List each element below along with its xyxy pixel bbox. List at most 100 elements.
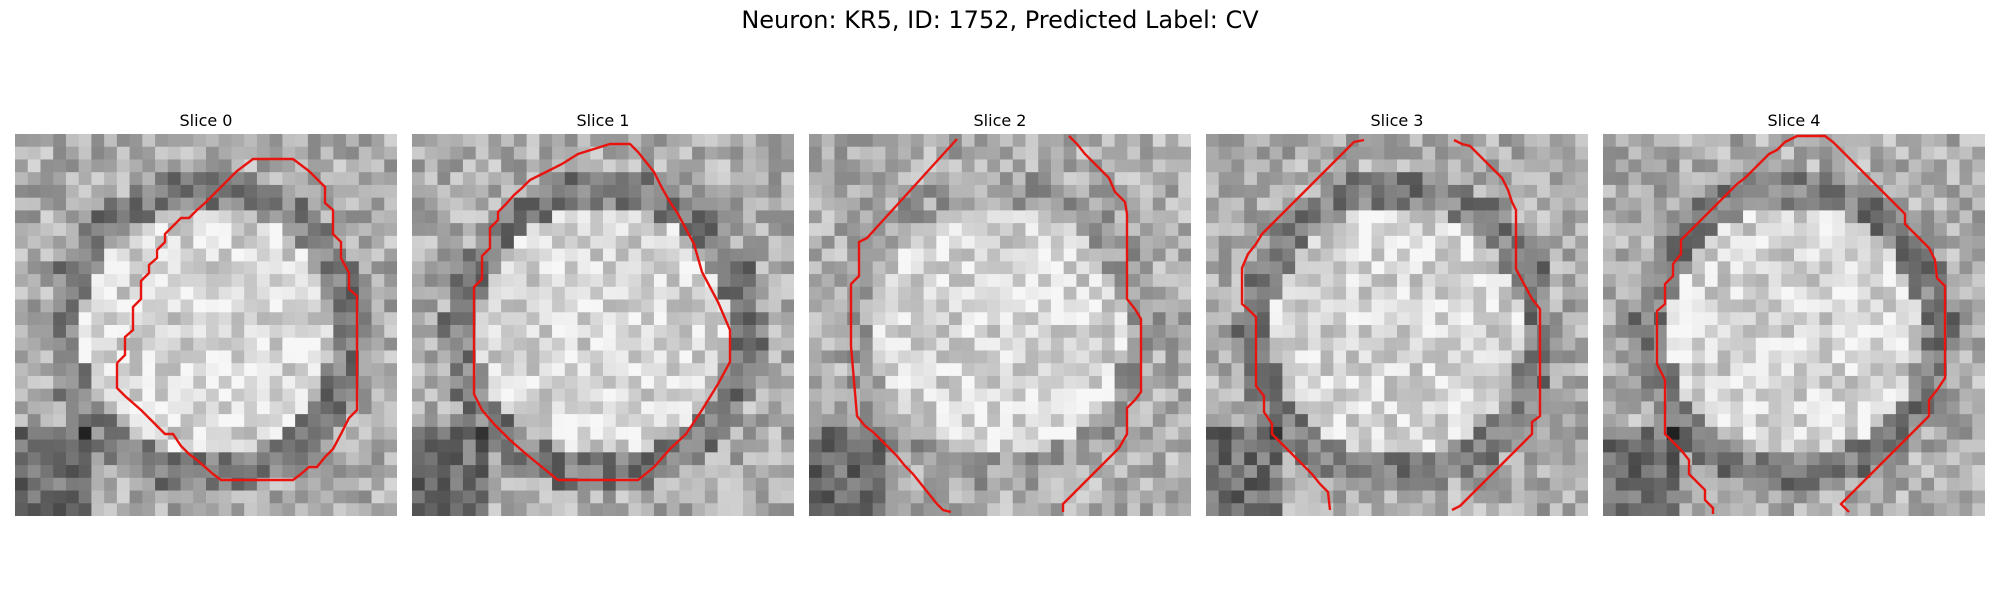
- image-pixel: [603, 274, 617, 288]
- image-pixel: [40, 210, 54, 224]
- image-pixel: [1819, 261, 1833, 275]
- image-pixel: [218, 223, 233, 237]
- image-pixel: [104, 363, 118, 377]
- image-pixel: [501, 452, 515, 466]
- image-pixel: [1870, 312, 1884, 326]
- image-pixel: [1794, 337, 1808, 352]
- image-pixel: [859, 477, 874, 492]
- image-pixel: [1269, 286, 1283, 301]
- image-pixel: [1244, 274, 1258, 288]
- image-pixel: [1819, 299, 1833, 313]
- image-pixel: [1934, 426, 1948, 441]
- image-pixel: [218, 299, 233, 313]
- image-pixel: [1422, 375, 1436, 390]
- image-pixel: [1895, 465, 1910, 479]
- image-pixel: [1038, 363, 1052, 377]
- image-pixel: [590, 184, 604, 199]
- image-pixel: [307, 325, 322, 339]
- image-pixel: [142, 248, 156, 262]
- image-pixel: [1063, 286, 1077, 301]
- image-pixel: [961, 197, 976, 211]
- image-pixel: [1358, 172, 1373, 186]
- image-pixel: [590, 172, 604, 186]
- image-pixel: [358, 312, 373, 326]
- image-pixel: [295, 172, 309, 186]
- image-pixel: [40, 312, 54, 326]
- image-pixel: [1895, 274, 1910, 288]
- image-pixel: [692, 452, 706, 466]
- image-pixel: [180, 184, 194, 199]
- image-pixel: [847, 477, 861, 492]
- image-pixel: [1628, 414, 1642, 428]
- image-pixel: [1730, 134, 1744, 148]
- image-pixel: [755, 172, 770, 186]
- image-pixel: [1473, 299, 1487, 313]
- image-pixel: [1768, 134, 1782, 148]
- image-pixel: [475, 503, 489, 516]
- image-pixel: [1231, 223, 1245, 237]
- image-pixel: [1063, 134, 1077, 148]
- image-pixel: [1549, 197, 1564, 211]
- image-pixel: [552, 388, 566, 402]
- image-pixel: [1946, 401, 1961, 415]
- image-pixel: [1358, 439, 1373, 453]
- image-pixel: [704, 439, 719, 453]
- image-pixel: [1165, 363, 1179, 377]
- image-pixel: [1346, 401, 1360, 415]
- image-pixel: [1140, 477, 1154, 492]
- image-pixel: [552, 146, 566, 161]
- image-pixel: [1717, 490, 1731, 504]
- image-pixel: [78, 337, 92, 352]
- image-pixel: [333, 363, 347, 377]
- image-pixel: [424, 274, 439, 288]
- image-pixel: [1140, 261, 1154, 275]
- image-pixel: [1101, 248, 1116, 262]
- image-pixel: [1679, 159, 1693, 173]
- image-pixel: [1076, 426, 1090, 441]
- image-pixel: [628, 490, 642, 504]
- image-pixel: [1000, 172, 1014, 186]
- image-pixel: [1666, 337, 1680, 352]
- image-pixel: [1524, 210, 1538, 224]
- image-pixel: [193, 375, 207, 390]
- image-pixel: [269, 184, 283, 199]
- image-pixel: [1486, 337, 1500, 352]
- image-pixel: [1794, 414, 1808, 428]
- image-pixel: [1857, 223, 1871, 237]
- image-pixel: [1883, 274, 1897, 288]
- image-pixel: [1346, 477, 1360, 492]
- image-pixel: [577, 388, 591, 402]
- image-pixel: [269, 159, 283, 173]
- image-pixel: [1959, 426, 1973, 441]
- image-pixel: [987, 210, 1001, 224]
- image-pixel: [1498, 388, 1513, 402]
- image-pixel: [1089, 503, 1103, 516]
- image-pixel: [1397, 325, 1411, 339]
- image-pixel: [1908, 490, 1922, 504]
- image-pixel: [1768, 159, 1782, 173]
- image-pixel: [1498, 490, 1513, 504]
- image-pixel: [1038, 312, 1052, 326]
- image-pixel: [1384, 274, 1398, 288]
- image-pixel: [821, 312, 836, 326]
- image-pixel: [1206, 261, 1220, 275]
- image-pixel: [679, 414, 693, 428]
- image-pixel: [167, 146, 182, 161]
- image-pixel: [1549, 146, 1564, 161]
- image-pixel: [1486, 261, 1500, 275]
- image-pixel: [193, 426, 207, 441]
- image-pixel: [743, 452, 757, 466]
- image-pixel: [1101, 439, 1116, 453]
- image-pixel: [1282, 401, 1296, 415]
- image-pixel: [615, 337, 630, 352]
- image-pixel: [1397, 248, 1411, 262]
- image-pixel: [1244, 337, 1258, 352]
- image-pixel: [475, 274, 489, 288]
- image-pixel: [987, 375, 1001, 390]
- segmentation-contour: [1655, 134, 1947, 513]
- image-pixel: [1895, 401, 1910, 415]
- image-pixel: [1755, 363, 1770, 377]
- image-pixel: [1409, 414, 1424, 428]
- image-pixel: [923, 465, 937, 479]
- image-pixel: [218, 465, 233, 479]
